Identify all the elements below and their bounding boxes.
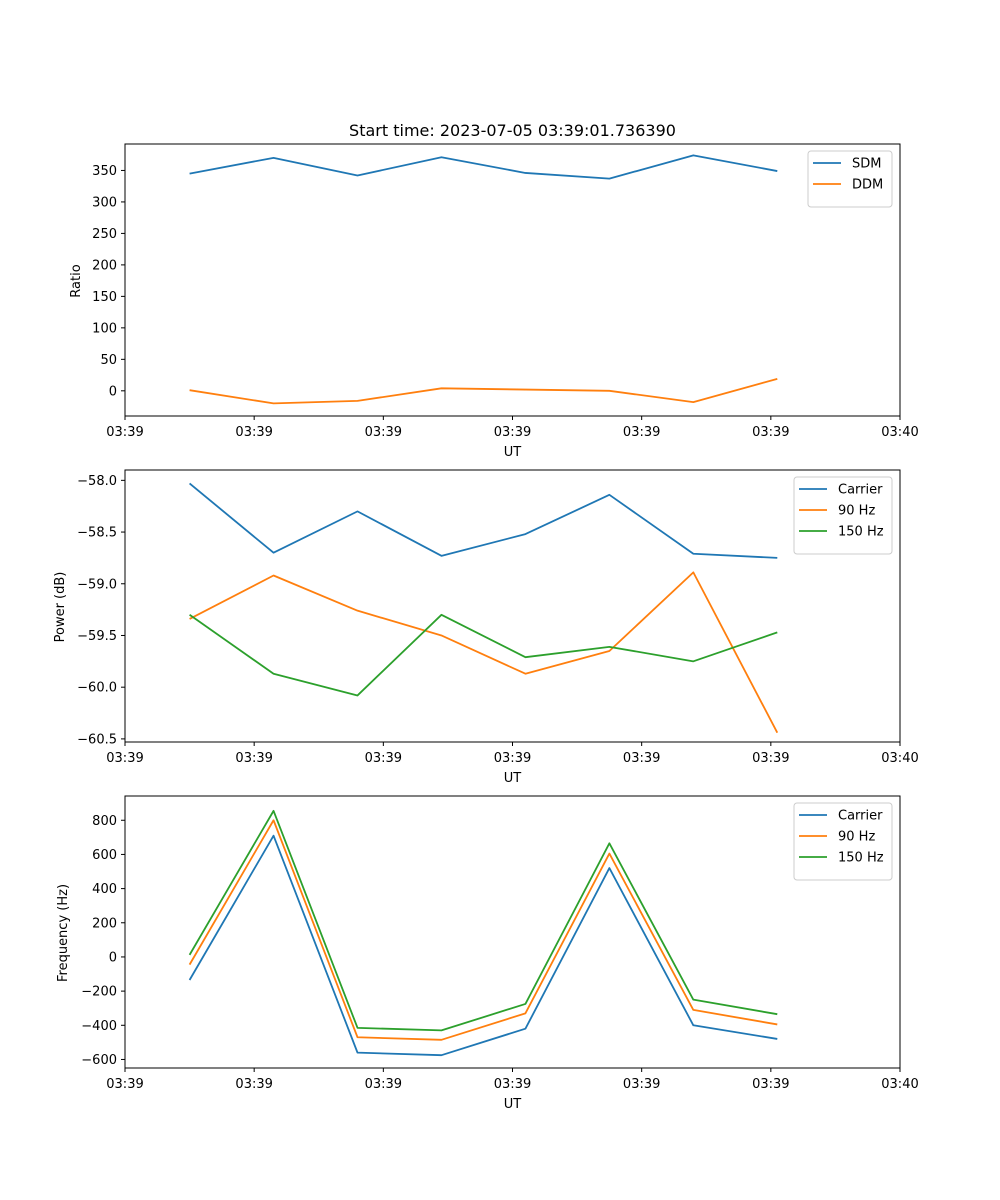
x-tick-label: 03:39 <box>365 1077 402 1092</box>
axes-frame <box>124 143 901 417</box>
y-tick-label: 400 <box>92 882 117 897</box>
y-tick-label: −58.5 <box>77 526 117 541</box>
y-tick-label: 100 <box>92 321 117 336</box>
x-tick-label: 03:39 <box>106 751 143 766</box>
y-tick-label: −60.0 <box>77 681 117 696</box>
y-tick-label: −200 <box>81 985 117 1000</box>
legend-label: DDM <box>852 178 883 193</box>
chart-title: Start time: 2023-07-05 03:39:01.736390 <box>349 121 676 140</box>
series-line-2 <box>189 571 779 734</box>
x-axis-label: UT <box>504 1097 522 1112</box>
legend-label: 150 Hz <box>838 851 884 866</box>
y-tick-label: 300 <box>92 195 117 210</box>
x-tick-label: 03:39 <box>752 425 789 440</box>
y-tick-label: 50 <box>100 353 117 368</box>
series-line-3 <box>188 809 778 1032</box>
y-tick-label: −59.5 <box>77 629 117 644</box>
x-tick-label: 03:40 <box>881 751 918 766</box>
x-tick-label: 03:39 <box>365 425 402 440</box>
y-tick-label: 350 <box>92 164 117 179</box>
series-line-1 <box>188 834 778 1057</box>
axes-frame <box>124 469 901 743</box>
x-tick-label: 03:39 <box>494 425 531 440</box>
y-tick-label: −600 <box>81 1053 117 1068</box>
legend-label: 90 Hz <box>838 504 875 519</box>
y-tick-label: 200 <box>92 258 117 273</box>
x-tick-label: 03:39 <box>365 751 402 766</box>
x-tick-label: 03:39 <box>106 425 143 440</box>
legend-label: Carrier <box>838 483 883 498</box>
x-tick-label: 03:39 <box>235 425 272 440</box>
x-tick-label: 03:39 <box>106 1077 143 1092</box>
x-tick-label: 03:39 <box>494 751 531 766</box>
legend-label: Carrier <box>838 809 883 824</box>
y-tick-label: −58.0 <box>77 474 117 489</box>
y-axis-label: Power (dB) <box>53 572 68 643</box>
y-tick-label: −400 <box>81 1019 117 1034</box>
legend-frame <box>793 476 893 555</box>
legend: Carrier 90 Hz 150 Hz <box>793 802 893 881</box>
legend-frame <box>793 802 893 881</box>
series-line-1 <box>189 482 778 559</box>
series-line-1 <box>189 154 778 180</box>
legend: SDM DDM <box>807 150 893 208</box>
x-tick-label: 03:39 <box>752 1077 789 1092</box>
x-tick-label: 03:39 <box>623 425 660 440</box>
legend-label: 150 Hz <box>838 525 884 540</box>
y-axis-label: Ratio <box>69 264 84 297</box>
legend: Carrier 90 Hz 150 Hz <box>793 476 893 555</box>
y-tick-label: 200 <box>92 916 117 931</box>
y-tick-label: 150 <box>92 290 117 305</box>
x-tick-label: 03:40 <box>881 425 918 440</box>
x-tick-label: 03:40 <box>881 1077 918 1092</box>
ratio-panel: Start time: 2023-07-05 03:39:01.736390 U… <box>69 121 919 460</box>
x-tick-label: 03:39 <box>752 751 789 766</box>
y-tick-label: 800 <box>92 814 117 829</box>
series-line-2 <box>189 377 778 405</box>
x-axis-label: UT <box>504 445 522 460</box>
series-line-3 <box>189 613 778 697</box>
y-tick-label: 600 <box>92 848 117 863</box>
x-tick-label: 03:39 <box>623 1077 660 1092</box>
y-tick-label: 0 <box>109 384 117 399</box>
x-tick-label: 03:39 <box>623 751 660 766</box>
y-tick-label: 250 <box>92 227 117 242</box>
legend-label: SDM <box>852 157 881 172</box>
x-tick-label: 03:39 <box>494 1077 531 1092</box>
x-tick-label: 03:39 <box>235 1077 272 1092</box>
y-tick-label: −60.5 <box>77 732 117 747</box>
y-tick-label: 0 <box>109 950 117 965</box>
axes-frame <box>124 795 901 1069</box>
series-line-2 <box>188 819 778 1041</box>
power-panel: UT Power (dB) 03:39 03:39 03:39 03:39 03:39 0… <box>53 469 919 786</box>
x-tick-label: 03:39 <box>235 751 272 766</box>
legend-frame <box>807 150 893 208</box>
legend-label: 90 Hz <box>838 830 875 845</box>
x-axis-label: UT <box>504 771 522 786</box>
frequency-panel: UT Frequency (Hz) 03:39 03:39 03:39 03:39 03… <box>56 795 919 1112</box>
y-tick-label: −59.0 <box>77 577 117 592</box>
y-axis-label: Frequency (Hz) <box>56 884 71 982</box>
